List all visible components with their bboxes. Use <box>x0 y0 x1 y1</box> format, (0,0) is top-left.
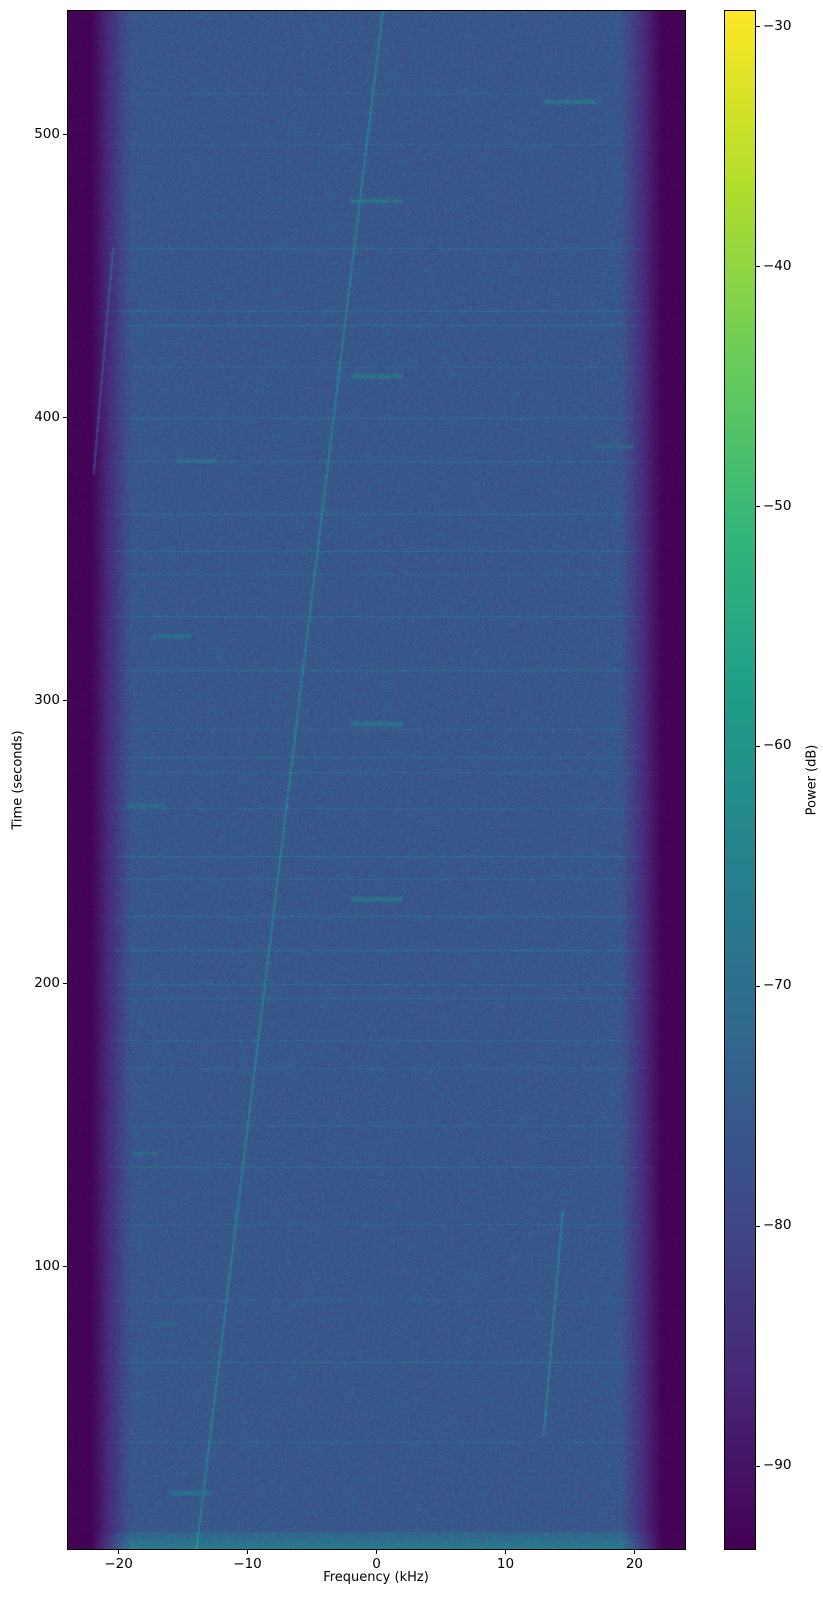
y-tick-mark <box>63 134 67 136</box>
x-tick-mark <box>504 1550 506 1554</box>
x-tick-label: 0 <box>372 1556 381 1572</box>
colorbar-gradient <box>725 11 755 1549</box>
y-tick-label: 500 <box>34 125 60 142</box>
colorbar-tick-label: −40 <box>763 257 792 274</box>
colorbar-tick-mark <box>756 745 760 747</box>
x-tick-label: 20 <box>625 1556 643 1572</box>
colorbar-tick-label: −70 <box>763 977 792 994</box>
y-tick-mark <box>63 700 67 702</box>
colorbar-tick-mark <box>756 26 760 28</box>
colorbar-tick-mark <box>756 266 760 268</box>
y-tick-label: 100 <box>34 1257 60 1274</box>
y-axis-label: Time (seconds) <box>10 730 26 830</box>
x-tick-label: 10 <box>496 1556 515 1572</box>
colorbar-tick-label: −50 <box>763 497 792 514</box>
colorbar-tick-mark <box>756 985 760 987</box>
y-tick-mark <box>63 983 67 985</box>
y-tick-mark <box>63 1266 67 1268</box>
x-tick-label: −20 <box>104 1556 133 1572</box>
colorbar-tick-label: −30 <box>763 17 792 34</box>
x-tick-label: −10 <box>233 1556 262 1572</box>
colorbar-tick-mark <box>756 1465 760 1467</box>
colorbar <box>724 10 756 1550</box>
colorbar-tick-label: −60 <box>763 737 792 754</box>
x-tick-mark <box>376 1550 377 1554</box>
colorbar-tick-label: −90 <box>763 1457 792 1474</box>
spectrogram-plot-area <box>67 10 686 1550</box>
colorbar-tick-mark <box>756 506 760 508</box>
y-tick-label: 400 <box>34 408 60 425</box>
spectrogram-heatmap <box>68 11 685 1549</box>
colorbar-label: Power (dB) <box>804 744 820 816</box>
y-tick-label: 300 <box>34 691 60 708</box>
y-tick-mark <box>63 417 67 419</box>
x-tick-mark <box>247 1550 249 1554</box>
x-tick-mark <box>633 1550 635 1554</box>
x-axis-label: Frequency (kHz) <box>323 1570 429 1585</box>
y-tick-label: 200 <box>34 974 60 991</box>
x-tick-mark <box>118 1550 120 1554</box>
colorbar-tick-label: −80 <box>763 1217 792 1234</box>
colorbar-tick-mark <box>756 1225 760 1227</box>
